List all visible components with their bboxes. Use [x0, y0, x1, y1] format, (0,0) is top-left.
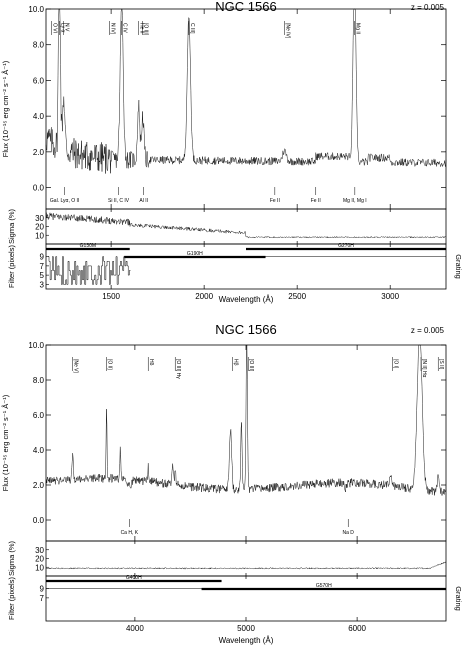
- grating-axis-label: Grating: [454, 254, 463, 279]
- y-tick-label: 0.0: [33, 184, 45, 193]
- x-tick-label: 4000: [126, 624, 144, 633]
- chart-title: NGC 1566: [215, 0, 276, 14]
- filter-tick-label: 5: [40, 271, 45, 280]
- filter-tick-label: 3: [40, 280, 45, 289]
- y-tick-label: 8.0: [33, 376, 45, 385]
- absorption-line-label: Si II, C IV: [108, 198, 130, 204]
- chart-title: NGC 1566: [215, 322, 276, 337]
- absorption-line-label: Na D: [343, 530, 355, 536]
- y-tick-label: 10.0: [28, 341, 44, 350]
- y-tick-label: 0.0: [33, 516, 45, 525]
- emission-line-label: C IV: [122, 23, 128, 33]
- filter-axis-label: Filter (pixels): [7, 245, 16, 288]
- filter-width-line: [47, 256, 131, 285]
- sigma-tick-label: 10: [35, 563, 44, 572]
- emission-line-label: He II: [139, 23, 145, 34]
- emission-line-label: [O I]: [393, 359, 399, 369]
- flux-panel-frame: [45, 8, 447, 210]
- absorption-line-label: Mg II, Mg I: [343, 198, 367, 204]
- grating-label: G190H: [187, 251, 203, 257]
- emission-line-label: C III]: [189, 23, 195, 34]
- x-tick-label: 6000: [348, 624, 366, 633]
- sigma-tick-label: 30: [35, 546, 44, 555]
- y-tick-label: 2.0: [33, 481, 45, 490]
- grating-label: G130M: [80, 243, 96, 249]
- grating-label: G270H: [338, 243, 354, 249]
- filter-axis-label: Filter (pixels): [7, 577, 16, 620]
- filter-tick-label: 7: [40, 594, 45, 603]
- sigma-tick-label: 20: [35, 555, 44, 564]
- x-tick-label: 2000: [195, 292, 213, 301]
- filter-tick-label: 9: [40, 585, 45, 594]
- y-tick-label: 4.0: [33, 446, 45, 455]
- filter-panel-frame: [45, 575, 447, 622]
- emission-line-label: N V: [64, 23, 70, 32]
- emission-line-label: [O II]: [107, 359, 113, 370]
- x-tick-label: 2500: [288, 292, 306, 301]
- flux-spectrum-line: [45, 344, 447, 496]
- emission-line-label: [Ne V]: [73, 359, 79, 374]
- emission-line-label: Mg II: [354, 23, 360, 34]
- sigma-panel-frame: [45, 208, 447, 245]
- y-tick-label: 6.0: [33, 76, 45, 85]
- filter-tick-label: 9: [40, 253, 45, 262]
- emission-line-label: N IV]: [109, 23, 115, 35]
- x-axis-label: Wavelength (Å): [219, 636, 274, 645]
- redshift-label: z = 0.005: [411, 326, 445, 335]
- sigma-line: [45, 212, 447, 239]
- y-tick-label: 4.0: [33, 112, 45, 121]
- emission-line-label: O VI: [52, 23, 58, 33]
- flux-spectrum-line: [45, 8, 447, 174]
- sigma-panel-frame: [45, 540, 447, 577]
- grating-label: G570H: [316, 583, 332, 589]
- x-tick-label: 3000: [381, 292, 399, 301]
- filter-panel-frame: [45, 243, 447, 290]
- sigma-axis-label: Sigma (%): [7, 540, 16, 576]
- emission-line-label: [O III] Hγ: [175, 359, 181, 379]
- y-tick-label: 10.0: [28, 5, 44, 14]
- sigma-tick-label: 10: [35, 231, 44, 240]
- grating-label: G400H: [126, 575, 142, 581]
- absorption-line-label: Gal. Lyα, O II: [50, 198, 79, 204]
- emission-line-label: [S II]: [438, 359, 444, 370]
- absorption-line-label: Ca H, K: [121, 530, 139, 536]
- y-axis-label: Flux (10⁻¹⁵ erg cm⁻² s⁻¹ Å⁻¹): [1, 394, 10, 491]
- emission-line-label: Hβ: [233, 359, 239, 366]
- emission-line-label: [O III]: [143, 23, 149, 36]
- sigma-tick-label: 30: [35, 214, 44, 223]
- emission-line-label: [N II] Hα: [421, 359, 427, 378]
- y-tick-label: 2.0: [33, 148, 45, 157]
- emission-line-label: Ly α: [59, 23, 65, 32]
- x-tick-label: 5000: [237, 624, 255, 633]
- sigma-line: [45, 561, 447, 570]
- filter-tick-label: 7: [40, 262, 45, 271]
- y-axis-label: Flux (10⁻¹⁵ erg cm⁻² s⁻¹ Å⁻¹): [1, 60, 10, 157]
- x-tick-label: 1500: [102, 292, 120, 301]
- grating-axis-label: Grating: [454, 586, 463, 611]
- x-axis-label: Wavelength (Å): [219, 295, 274, 304]
- y-tick-label: 6.0: [33, 411, 45, 420]
- absorption-line-label: Fe II: [311, 198, 321, 204]
- emission-line-label: [Ne IV]: [285, 23, 291, 39]
- absorption-line-label: Al II: [139, 198, 148, 204]
- emission-line-label: [O III]: [248, 359, 254, 372]
- emission-line-label: Hδ: [148, 359, 154, 366]
- redshift-label: z = 0.005: [411, 3, 445, 12]
- sigma-axis-label: Sigma (%): [7, 208, 16, 244]
- absorption-line-label: Fe II: [270, 198, 280, 204]
- sigma-tick-label: 20: [35, 223, 44, 232]
- y-tick-label: 8.0: [33, 41, 45, 50]
